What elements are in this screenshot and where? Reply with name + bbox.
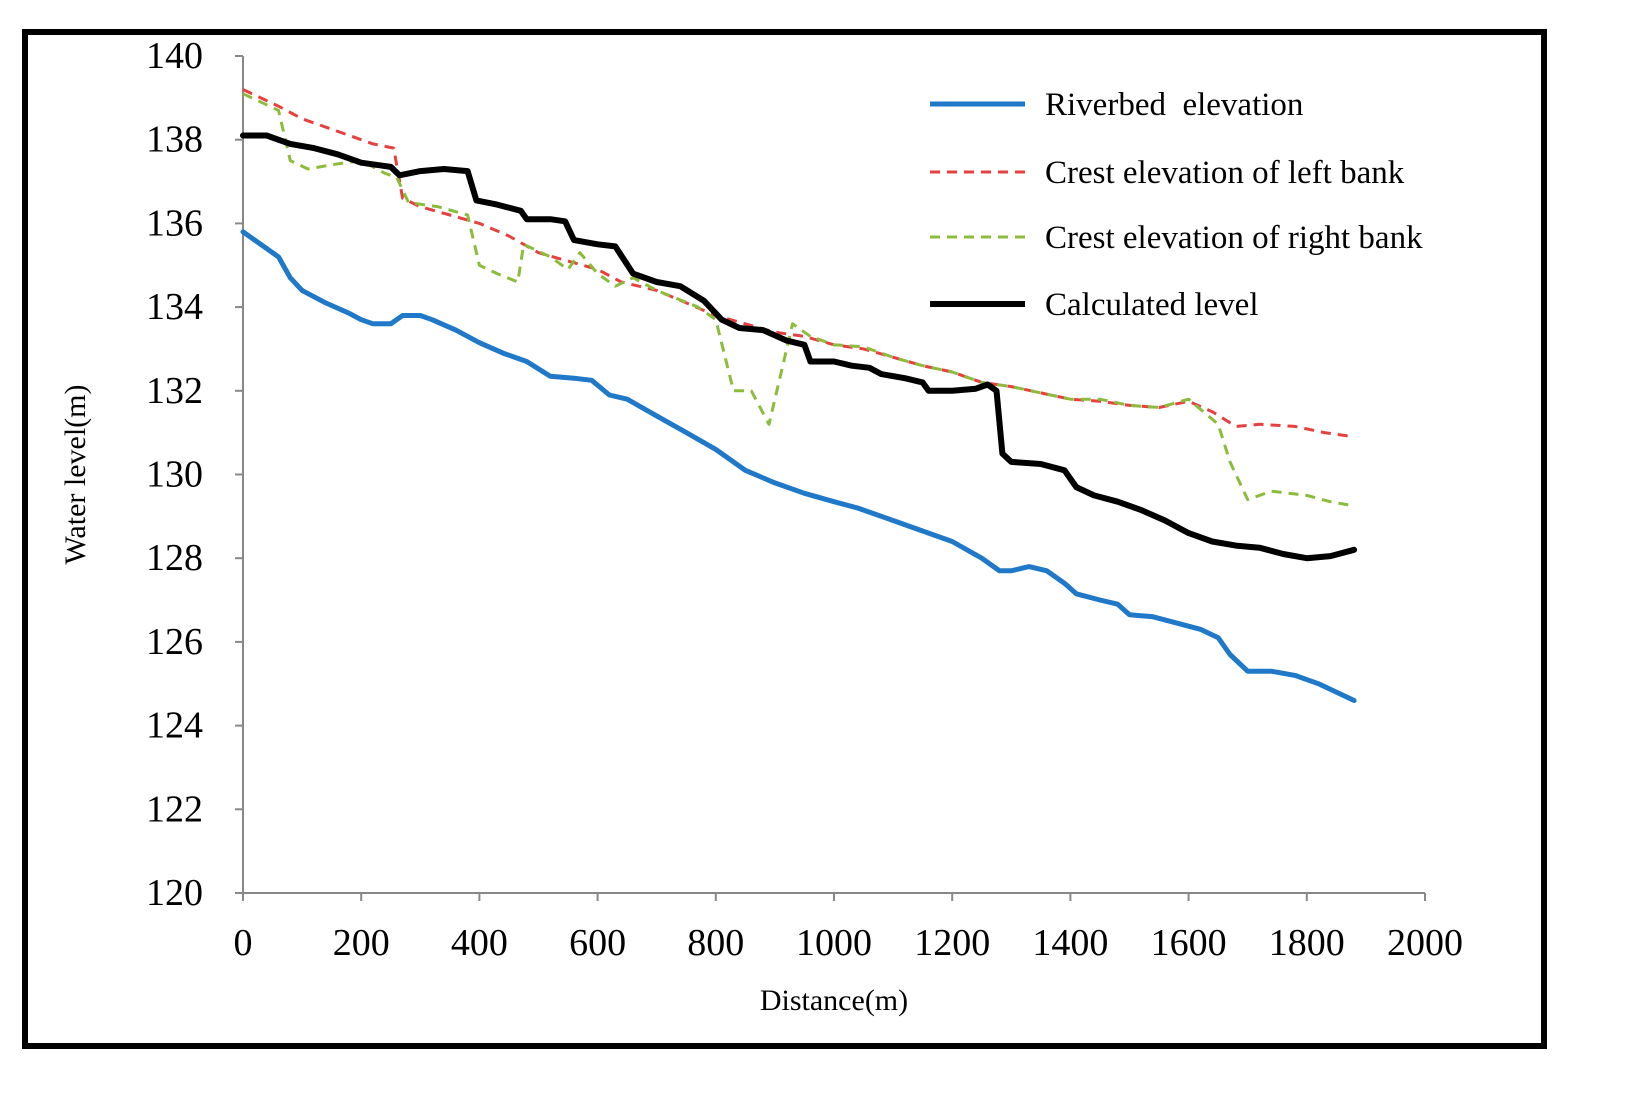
x-tick-label: 2000: [1387, 922, 1463, 964]
x-tick-label: 1400: [1032, 922, 1108, 964]
x-tick-label: 1800: [1269, 922, 1345, 964]
series-line-0: [240, 229, 1357, 703]
x-tick-label: 800: [687, 922, 744, 964]
y-tick-label: 130: [146, 454, 203, 496]
y-tick-label: 124: [146, 705, 203, 747]
y-tick-label: 126: [146, 621, 203, 663]
y-tick-label: 138: [146, 119, 203, 161]
x-tick-labels: 0 200 400 600 800 1000 1200 1400 1600 1800 2000: [234, 922, 1464, 964]
chart-frame: [22, 29, 1547, 1049]
y-tick-label: 122: [146, 788, 203, 830]
series-line-3: [240, 132, 1358, 562]
y-axis-title: Water level(m): [59, 385, 92, 565]
legend-label-1: Crest elevation of left bank: [1045, 155, 1405, 191]
x-tick-label: 400: [451, 922, 508, 964]
x-tick-label: 200: [333, 922, 390, 964]
x-tick-label: 1600: [1151, 922, 1227, 964]
x-tick-label: 0: [234, 922, 253, 964]
legend-label-3: Calculated level: [1045, 287, 1259, 323]
x-tick-label: 600: [569, 922, 626, 964]
legend-label-0: Riverbed elevation: [1045, 87, 1303, 123]
y-tick-label: 134: [146, 286, 203, 328]
axes: [235, 55, 1426, 901]
series-line-1: [242, 88, 1355, 439]
series-lines: [240, 88, 1358, 703]
x-tick-label: 1000: [796, 922, 872, 964]
y-tick-label: 140: [146, 35, 203, 77]
y-tick-label: 120: [146, 872, 203, 914]
y-tick-label: 132: [146, 370, 203, 412]
legend: Riverbed elevation Crest elevation of lef…: [930, 87, 1423, 323]
y-tick-labels: 120 122 124 126 128 130 132 134 136 138 140: [146, 35, 203, 914]
y-tick-label: 136: [146, 202, 203, 244]
legend-label-2: Crest elevation of right bank: [1045, 220, 1423, 256]
x-axis-title: Distance(m): [760, 984, 908, 1017]
x-tick-label: 1200: [914, 922, 990, 964]
y-tick-label: 128: [146, 537, 203, 579]
